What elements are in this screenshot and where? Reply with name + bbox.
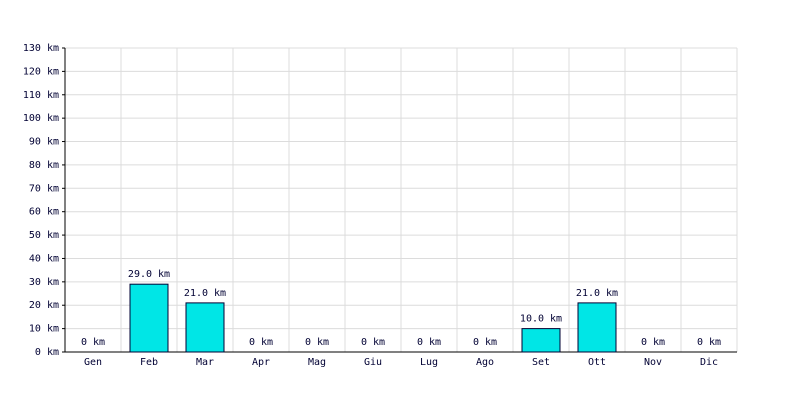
value-label: 10.0 km [520,314,562,325]
x-tick-label: Gen [84,357,102,368]
x-tick-label: Dic [700,357,718,368]
value-label: 0 km [361,337,385,348]
y-tick-label: 20 km [29,300,59,311]
x-tick-label: Mag [308,357,326,368]
value-label: 0 km [641,337,665,348]
y-tick-label: 130 km [23,43,59,54]
y-tick-label: 0 km [35,347,59,358]
y-tick-label: 90 km [29,137,59,148]
value-label: 0 km [697,337,721,348]
x-tick-label: Mar [196,357,214,368]
bar [521,328,561,353]
x-tick-label: Apr [252,357,270,368]
bar [185,302,225,353]
x-tick-label: Set [532,357,550,368]
bar [577,302,617,353]
value-label: 29.0 km [128,269,170,280]
y-tick-label: 100 km [23,113,59,124]
x-tick-label: Nov [644,357,662,368]
y-tick-label: 50 km [29,230,59,241]
x-tick-label: Ott [588,357,606,368]
value-label: 0 km [417,337,441,348]
x-tick-label: Giu [364,357,382,368]
y-tick-label: 80 km [29,160,59,171]
value-label: 21.0 km [184,288,226,299]
value-label: 0 km [473,337,497,348]
y-tick-label: 40 km [29,253,59,264]
y-tick-label: 60 km [29,207,59,218]
y-tick-label: 30 km [29,277,59,288]
y-tick-label: 110 km [23,90,59,101]
value-label: 0 km [249,337,273,348]
bar [129,283,169,353]
value-label: 0 km [81,337,105,348]
value-label: 0 km [305,337,329,348]
y-tick-label: 70 km [29,183,59,194]
y-tick-label: 120 km [23,66,59,77]
x-tick-label: Ago [476,357,494,368]
value-label: 21.0 km [576,288,618,299]
y-tick-label: 10 km [29,324,59,335]
x-tick-label: Feb [140,357,158,368]
x-tick-label: Lug [420,357,438,368]
